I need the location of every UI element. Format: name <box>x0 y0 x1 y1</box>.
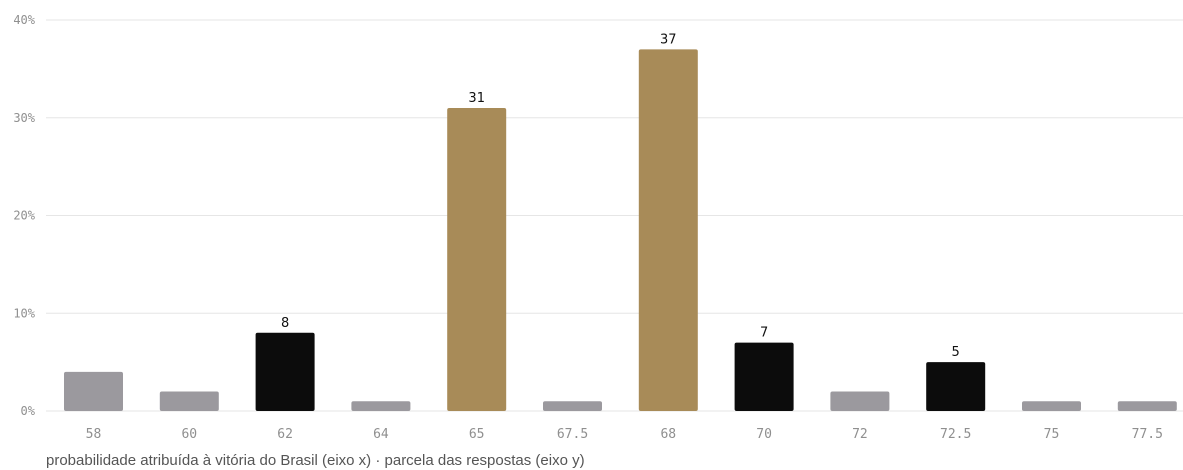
bar <box>351 401 411 411</box>
bar <box>159 391 219 411</box>
y-tick-label: 0% <box>21 404 36 418</box>
x-tick-label: 58 <box>86 427 102 442</box>
y-tick-label: 20% <box>13 209 35 223</box>
axis-caption: probabilidade atribuída à vitória do Bra… <box>46 452 585 469</box>
bar <box>734 342 794 411</box>
x-tick-label: 65 <box>469 427 485 442</box>
y-tick-label: 40% <box>13 13 35 27</box>
grid-lines <box>46 19 1183 412</box>
x-tick-label: 68 <box>660 427 676 442</box>
bar <box>926 362 986 411</box>
x-tick-label: 72 <box>852 427 868 442</box>
bar-value-label: 31 <box>468 91 485 106</box>
data-labels: 8 31 37 7 5 <box>281 32 960 360</box>
x-tick-label: 70 <box>756 427 772 442</box>
x-tick-label: 67.5 <box>557 427 588 442</box>
x-tick-label: 64 <box>373 427 389 442</box>
bars <box>64 49 1177 411</box>
x-tick-label: 75 <box>1044 427 1060 442</box>
bar <box>830 391 890 411</box>
bar <box>1022 401 1081 411</box>
y-tick-label: 10% <box>13 306 35 320</box>
bar-value-label: 7 <box>760 326 768 341</box>
y-tick-label: 30% <box>13 111 35 125</box>
bar <box>64 371 123 411</box>
y-axis-ticks: 0% 10% 20% 30% 40% <box>13 13 35 418</box>
bar <box>1117 401 1177 411</box>
bar <box>447 107 507 411</box>
bar-value-label: 37 <box>660 32 677 47</box>
bar <box>638 49 698 411</box>
x-tick-label: 72.5 <box>940 427 971 442</box>
x-axis-ticks: 58 60 62 64 65 67.5 68 70 72 72.5 75 77.5 <box>86 427 1163 442</box>
x-tick-label: 60 <box>181 427 197 442</box>
bar <box>543 401 602 411</box>
x-tick-label: 77.5 <box>1132 427 1163 442</box>
bar <box>255 332 315 411</box>
bar-value-label: 8 <box>281 316 289 331</box>
x-tick-label: 62 <box>277 427 293 442</box>
bar-value-label: 5 <box>952 345 960 360</box>
